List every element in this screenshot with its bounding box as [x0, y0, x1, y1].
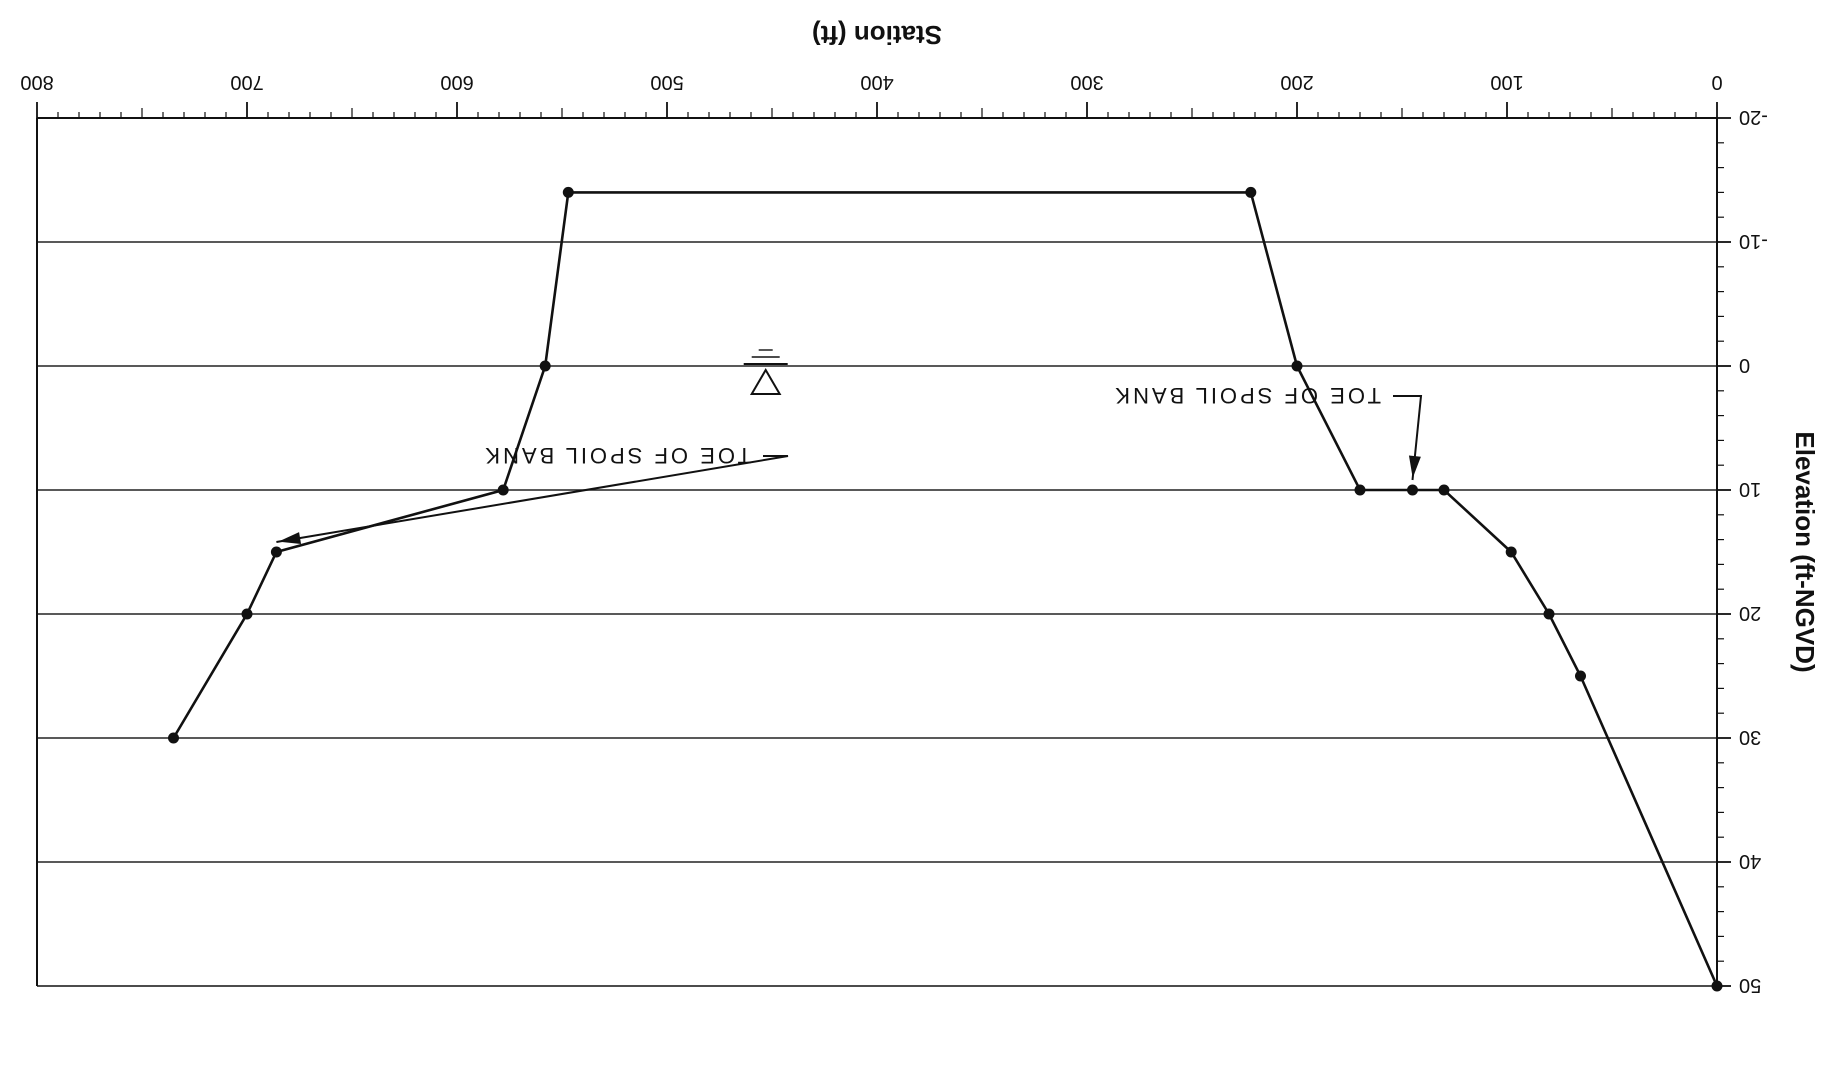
x-tick-label: 500: [650, 71, 683, 93]
data-point: [1543, 608, 1555, 620]
x-tick-label: 100: [1490, 71, 1523, 93]
y-tick-label: 50: [1739, 974, 1761, 996]
data-point: [168, 732, 179, 744]
ticks: [36, 102, 1731, 987]
data-point: [1438, 484, 1450, 496]
annotation-label: TOE OF SPOIL BANK: [482, 443, 751, 468]
axes: [36, 117, 1718, 987]
x-axis-title: Station (ft): [812, 20, 942, 50]
y-tick-label: 0: [1739, 354, 1750, 376]
y-tick-label: 30: [1739, 726, 1761, 748]
annotation: TOE OF SPOIL BANK: [276, 443, 789, 544]
x-tick-label: 700: [230, 71, 263, 93]
data-point: [1291, 360, 1303, 372]
x-tick-label: 300: [1070, 71, 1103, 93]
data-point: [241, 608, 253, 620]
leader-line: [276, 455, 789, 543]
x-tick-label: 400: [860, 71, 893, 93]
data-point: [539, 360, 551, 372]
data-point: [497, 484, 509, 496]
y-tick-label: 40: [1739, 850, 1761, 872]
profile-line: [172, 191, 1719, 987]
x-tick-label: 800: [20, 71, 53, 93]
data-point: [1245, 186, 1257, 198]
tick-labels: 0 100 200 300 400 500 600 700 800 -20 -10 0 10 20 30 40…: [20, 71, 1768, 996]
x-tick-label: 0: [1711, 71, 1722, 93]
y-tick-label: 10: [1739, 478, 1761, 500]
x-tick-label: 200: [1280, 71, 1313, 93]
annotations: TOE OF SPOIL BANK TOE OF SPOIL BANK: [276, 383, 1423, 544]
annotation-label: TOE OF SPOIL BANK: [1112, 383, 1381, 408]
y-tick-label: -20: [1739, 106, 1768, 128]
y-tick-label: -10: [1739, 230, 1768, 252]
water-triangle: [749, 368, 782, 395]
data-points: [168, 186, 1723, 992]
data-point: [1407, 484, 1418, 496]
data-point: [562, 186, 574, 198]
annotation: TOE OF SPOIL BANK: [1112, 383, 1423, 481]
y-axis-title: Elevation (ft-NGVD): [1790, 431, 1820, 672]
grid-lines: [37, 241, 1717, 863]
data-point: [1505, 546, 1517, 558]
water-surface-marker: [743, 349, 788, 395]
data-point: [1575, 670, 1586, 682]
arrow-head: [1408, 455, 1421, 479]
data-point: [270, 546, 282, 558]
x-tick-label: 600: [440, 71, 473, 93]
data-point: [1354, 484, 1366, 496]
data-point: [1711, 980, 1723, 992]
y-tick-label: 20: [1739, 602, 1761, 624]
leader-line: [1393, 395, 1423, 481]
arrow-head: [278, 532, 302, 544]
